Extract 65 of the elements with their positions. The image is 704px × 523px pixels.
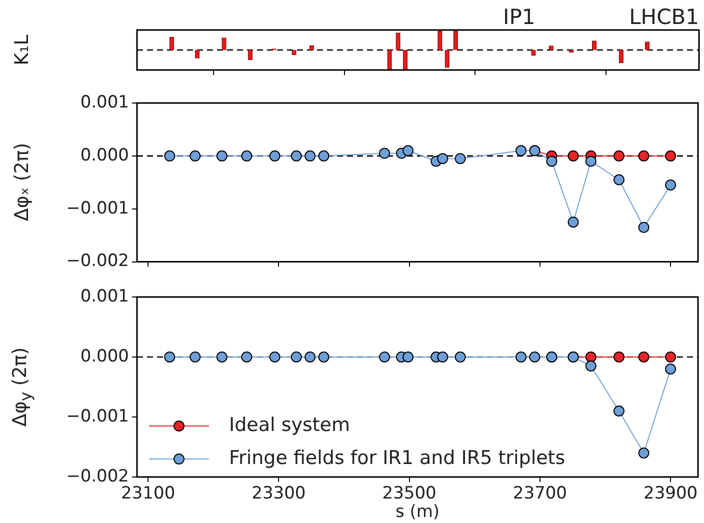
- x-tick-label: 23100: [121, 484, 176, 504]
- point: [516, 352, 527, 362]
- legend-label: Ideal system: [229, 414, 350, 436]
- y-axis-title: K₁L: [11, 34, 33, 66]
- x-tick-label: 23900: [644, 484, 698, 504]
- point: [437, 352, 448, 362]
- point: [402, 352, 414, 362]
- y-tick-label: 0.001: [80, 92, 129, 112]
- point: [379, 148, 390, 159]
- point: [613, 406, 624, 416]
- point: [241, 150, 252, 162]
- point: [638, 352, 650, 362]
- point: [269, 150, 280, 162]
- point: [665, 364, 676, 374]
- point: [454, 153, 466, 164]
- point: [529, 352, 540, 362]
- point: [665, 180, 676, 191]
- point: [304, 352, 316, 362]
- y-tick-label: 0.001: [80, 286, 129, 306]
- y-tick-label: −0.001: [66, 406, 129, 426]
- x-tick-label: 23300: [252, 484, 306, 504]
- point: [269, 352, 280, 362]
- point: [516, 145, 527, 156]
- point: [665, 352, 676, 362]
- y-axis-title: Δφₓ (2π): [11, 143, 33, 222]
- point: [241, 352, 252, 362]
- point: [164, 150, 176, 162]
- point: [546, 156, 558, 167]
- point: [638, 448, 650, 458]
- point: [665, 150, 676, 162]
- point: [613, 150, 624, 162]
- point: [216, 352, 228, 362]
- point: [568, 150, 579, 162]
- x-axis-title: s (m): [395, 502, 440, 522]
- point: [402, 145, 414, 156]
- point: [613, 352, 624, 362]
- point: [164, 352, 176, 362]
- point: [304, 150, 316, 162]
- point: [318, 352, 330, 362]
- y-tick-label: 0.000: [80, 346, 129, 366]
- text: LHCB1: [629, 5, 699, 29]
- x-tick-label: 23500: [382, 484, 436, 504]
- point: [379, 352, 390, 362]
- point: [290, 352, 302, 362]
- point: [638, 150, 650, 162]
- point: [585, 156, 596, 167]
- text: IP1: [503, 5, 536, 29]
- point: [613, 174, 624, 186]
- point: [638, 222, 650, 233]
- y-tick-label: −0.002: [66, 251, 129, 272]
- point: [585, 360, 596, 372]
- point: [454, 352, 466, 362]
- y-tick-label: 0.000: [80, 145, 129, 166]
- point: [216, 150, 228, 162]
- legend-label: Fringe fields for IR1 and IR5 triplets: [229, 446, 566, 469]
- x-tick-label: 23700: [512, 484, 567, 504]
- point: [290, 150, 302, 162]
- point: [437, 153, 448, 164]
- point: [568, 216, 579, 228]
- y-tick-label: −0.002: [66, 466, 129, 486]
- point: [585, 352, 596, 362]
- y-tick-label: −0.001: [66, 198, 129, 218]
- point: [318, 150, 330, 162]
- point: [190, 150, 201, 162]
- point: [190, 352, 201, 362]
